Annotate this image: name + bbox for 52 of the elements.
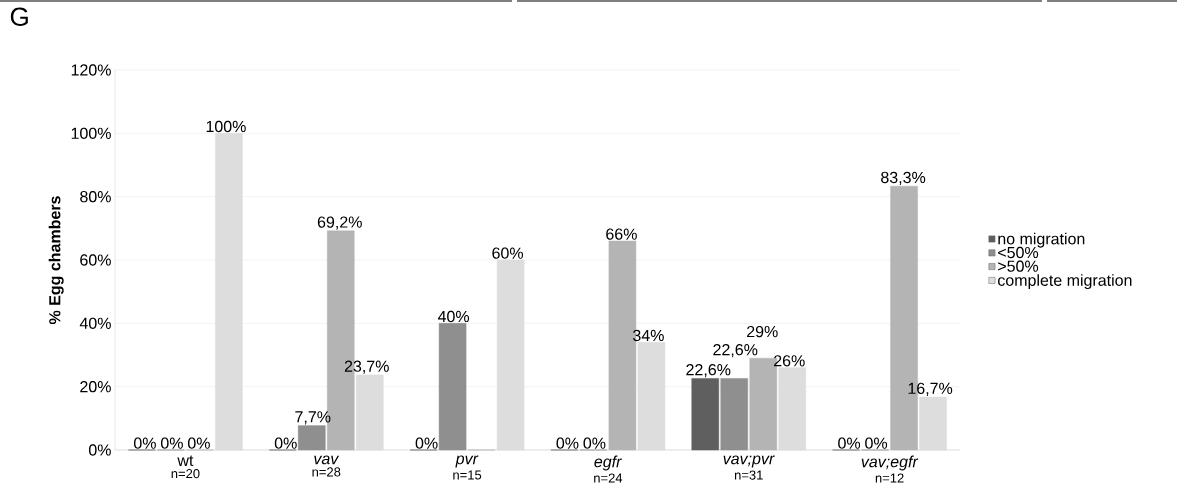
data-label: 29% bbox=[747, 325, 778, 338]
data-label: 26% bbox=[774, 355, 805, 367]
x-tick-label: egfr bbox=[594, 455, 622, 471]
y-tick-label: 100% bbox=[71, 127, 111, 139]
y-tick-label: 40% bbox=[79, 317, 111, 329]
bar bbox=[720, 378, 748, 451]
data-label: 83,3% bbox=[881, 171, 926, 186]
data-label: 0% bbox=[160, 437, 183, 449]
bar bbox=[438, 323, 467, 451]
data-label: 66% bbox=[606, 228, 637, 240]
y-axis-title: % Egg chambers bbox=[48, 196, 64, 325]
data-label: 16,7% bbox=[908, 382, 953, 396]
y-tick-label: 0% bbox=[88, 444, 111, 456]
x-tick-label: vav;egfr bbox=[861, 455, 919, 471]
chart-title: G bbox=[10, 7, 28, 26]
data-label: 23,7% bbox=[344, 360, 389, 374]
text: n=15 bbox=[453, 470, 482, 480]
legend-label: complete migration bbox=[997, 274, 1132, 290]
x-tick-label: vav;pvr bbox=[723, 455, 775, 468]
data-label: 34% bbox=[633, 329, 664, 342]
data-label: 0% bbox=[838, 437, 861, 449]
data-label: 0% bbox=[187, 437, 210, 449]
text: n=24 bbox=[594, 473, 623, 483]
data-label: 0% bbox=[415, 437, 438, 449]
data-label: 40% bbox=[437, 310, 470, 323]
legend-label: <50% bbox=[998, 246, 1039, 259]
data-label: 0% bbox=[583, 437, 606, 449]
data-label: 22,6% bbox=[686, 364, 731, 378]
data-label: 7,7% bbox=[295, 411, 331, 425]
y-tick-label: 80% bbox=[80, 191, 111, 203]
data-label: 69,2% bbox=[317, 216, 362, 230]
y-tick-label: 120% bbox=[71, 64, 111, 76]
data-label: 0% bbox=[274, 437, 297, 449]
x-tick-label: vav bbox=[314, 455, 340, 465]
x-tick-label: wt bbox=[177, 455, 194, 466]
data-label: 60% bbox=[492, 247, 524, 259]
y-tick-label: 20% bbox=[80, 381, 111, 393]
text: n=20 bbox=[171, 469, 200, 479]
data-label: 0% bbox=[556, 437, 579, 449]
x-tick-label: pvr bbox=[455, 455, 479, 468]
bar bbox=[919, 396, 947, 451]
bar bbox=[691, 378, 720, 451]
data-label: 0% bbox=[133, 437, 156, 449]
text: n=28 bbox=[312, 467, 341, 477]
bar bbox=[298, 425, 326, 451]
data-label: 0% bbox=[865, 437, 888, 449]
legend-label: >50% bbox=[998, 260, 1039, 272]
y-tick-label: 60% bbox=[80, 254, 111, 266]
text: n=12 bbox=[875, 473, 904, 483]
data-label: 22,6% bbox=[713, 344, 758, 358]
data-label: 100% bbox=[206, 120, 246, 133]
text: n=31 bbox=[734, 470, 763, 480]
